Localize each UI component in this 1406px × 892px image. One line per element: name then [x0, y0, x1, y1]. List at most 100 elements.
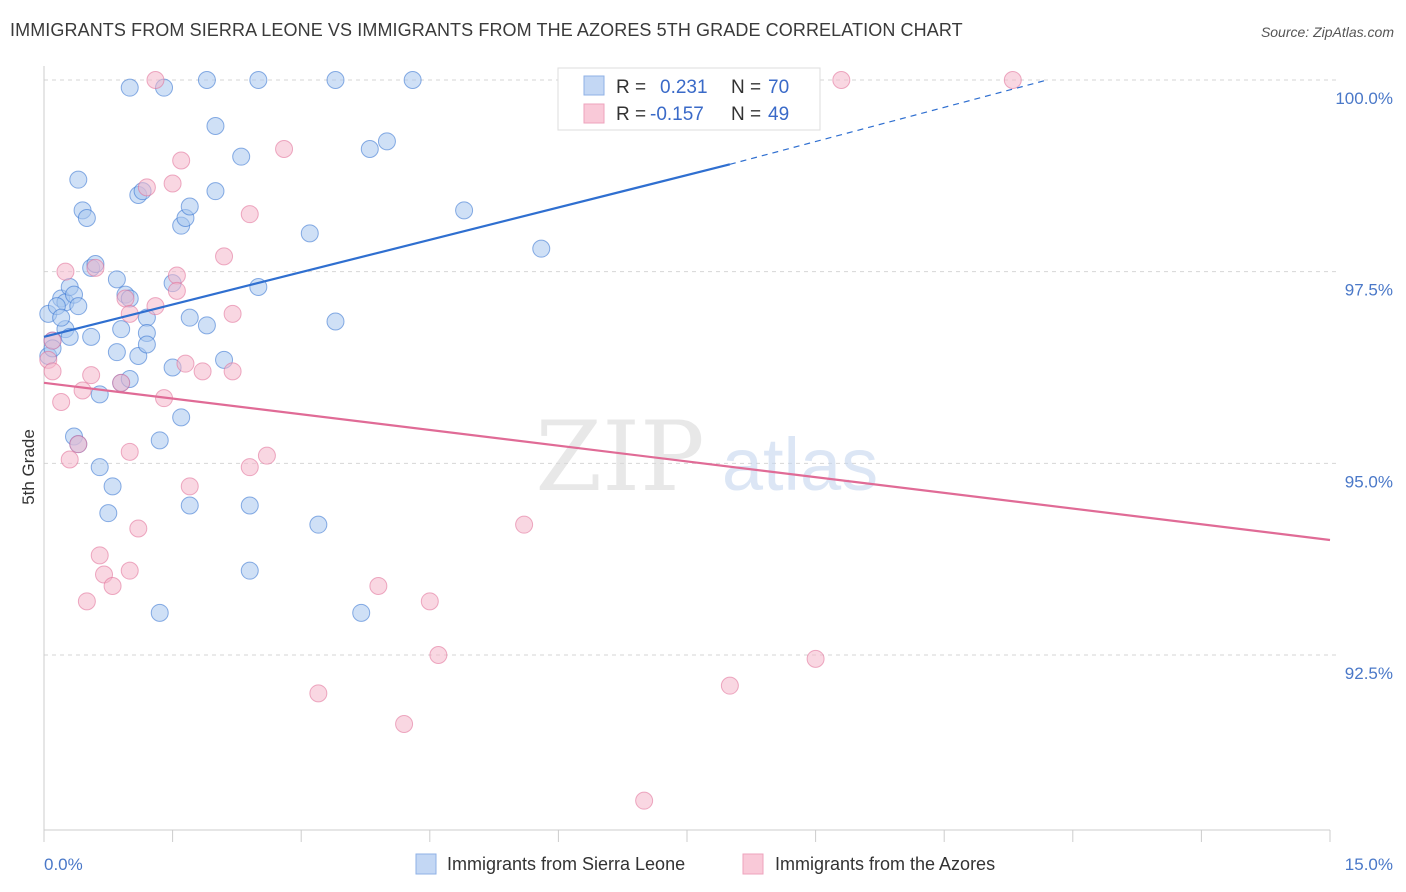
azores-point-44 [806, 649, 825, 668]
azores-point-1 [832, 71, 851, 89]
azores-point-36 [515, 515, 534, 534]
y-tick-label-2: 95.0% [1345, 472, 1393, 491]
legend-swatch-sierra-leone [415, 853, 437, 875]
sierra-leone-point-37 [60, 327, 79, 346]
sierra-leone-point-35 [112, 320, 131, 339]
sierra-leone-point-69 [377, 132, 396, 151]
azores-point-40 [77, 592, 96, 611]
stats-swatch-sierra-leone [583, 75, 605, 96]
azores-point-23 [82, 366, 101, 385]
azores-point-7 [240, 205, 259, 224]
sierra-leone-point-0 [120, 78, 139, 97]
stats-r-value-1: 0.231 [660, 77, 708, 98]
azores-point-43 [429, 646, 448, 664]
sierra-leone-point-38 [82, 327, 101, 346]
azores-point-0 [146, 71, 165, 89]
stats-n-label-1: N = [731, 77, 761, 98]
sierra-leone-point-14 [77, 209, 96, 227]
sierra-leone-point-48 [137, 335, 156, 354]
azores-point-32 [240, 458, 259, 477]
sierra-leone-point-9 [69, 170, 88, 189]
y-axis-label: 5th Grade [19, 429, 38, 505]
azores-point-48 [635, 791, 654, 810]
azores-point-21 [193, 362, 212, 381]
azores-trend-line [43, 381, 1331, 542]
chart-title: IMMIGRANTS FROM SIERRA LEONE VS IMMIGRAN… [10, 20, 963, 40]
watermark-zip: ZIP [535, 401, 704, 513]
y-tick-label-0: 100.0% [1335, 89, 1393, 108]
azores-point-22 [223, 362, 242, 381]
watermark: ZIP atlas [535, 401, 878, 513]
sierra-leone-point-19 [455, 201, 474, 220]
sierra-leone-point-54 [172, 408, 191, 427]
sierra-leone-point-18 [300, 224, 319, 243]
azores-point-37 [120, 561, 139, 580]
sierra-leone-point-39 [180, 308, 199, 327]
azores-point-34 [90, 546, 109, 565]
sierra-leone-point-6 [206, 117, 225, 135]
stats-n-label-2: N = [731, 104, 761, 125]
x-tick-label-0: 0.0% [44, 855, 83, 874]
azores-point-28 [69, 435, 88, 454]
azores-point-30 [120, 442, 139, 461]
azores-point-16 [223, 304, 242, 323]
sierra-leone-point-41 [326, 312, 345, 331]
sierra-leone-point-59 [103, 477, 122, 496]
y-tick-label-3: 92.5% [1345, 664, 1393, 683]
stats-n-value-1: 70 [768, 77, 789, 98]
legend-label-sierra-leone: Immigrants from Sierra Leone [447, 854, 685, 874]
azores-point-29 [60, 450, 79, 469]
sierra-leone-trend-line [43, 163, 731, 338]
legend: Immigrants from Sierra Leone Immigrants … [415, 853, 995, 875]
legend-label-azores: Immigrants from the Azores [775, 854, 995, 874]
azores-point-2 [1003, 71, 1022, 89]
azores-point-35 [129, 519, 148, 538]
azores-point-8 [215, 247, 234, 266]
sierra-leone-point-61 [240, 496, 259, 515]
watermark-atlas: atlas [722, 423, 878, 506]
axes [43, 66, 1331, 842]
azores-point-13 [116, 289, 135, 308]
trend-lines [43, 79, 1331, 542]
tick-labels: 100.0% 97.5% 95.0% 92.5% 0.0% 15.0% [44, 89, 1393, 874]
azores-point-24 [73, 381, 92, 400]
sierra-leone-point-12 [206, 182, 225, 201]
azores-point-45 [720, 676, 739, 695]
sierra-leone-point-60 [180, 496, 199, 515]
x-tick-label-1: 15.0% [1345, 855, 1393, 874]
sierra-leone-point-65 [150, 603, 169, 622]
series-sierra-leone-points [39, 71, 551, 622]
azores-point-20 [176, 354, 195, 373]
stats-box: R = 0.231 N = 70 R = -0.157 N = 49 [557, 67, 821, 131]
sierra-leone-point-62 [99, 504, 118, 523]
sierra-leone-point-30 [69, 297, 88, 316]
sierra-leone-point-3 [249, 71, 268, 89]
y-tick-label-1: 97.5% [1345, 281, 1393, 300]
azores-point-9 [56, 262, 75, 281]
azores-point-33 [180, 477, 199, 496]
stats-r-label-1: R = [616, 77, 646, 98]
stats-swatch-azores [583, 103, 605, 124]
azores-point-3 [275, 140, 294, 158]
azores-point-6 [137, 178, 156, 197]
stats-n-value-2: 49 [768, 104, 789, 125]
sierra-leone-point-64 [240, 561, 259, 580]
azores-point-31 [257, 446, 276, 465]
sierra-leone-point-20 [532, 239, 551, 258]
sierra-leone-point-46 [107, 343, 126, 362]
legend-swatch-azores [742, 853, 764, 875]
stats-r-value-2: -0.157 [650, 104, 704, 125]
sierra-leone-point-40 [197, 316, 216, 335]
sierra-leone-point-23 [107, 270, 126, 289]
azores-point-5 [163, 174, 182, 193]
azores-point-10 [86, 258, 105, 277]
source-credit: Source: ZipAtlas.com [1260, 24, 1394, 40]
azores-point-15 [146, 297, 165, 316]
azores-point-4 [172, 151, 191, 170]
sierra-leone-point-57 [150, 431, 169, 450]
azores-point-47 [395, 715, 414, 733]
sierra-leone-point-17 [180, 197, 199, 216]
sierra-leone-point-2 [197, 71, 216, 89]
azores-point-27 [52, 393, 71, 411]
